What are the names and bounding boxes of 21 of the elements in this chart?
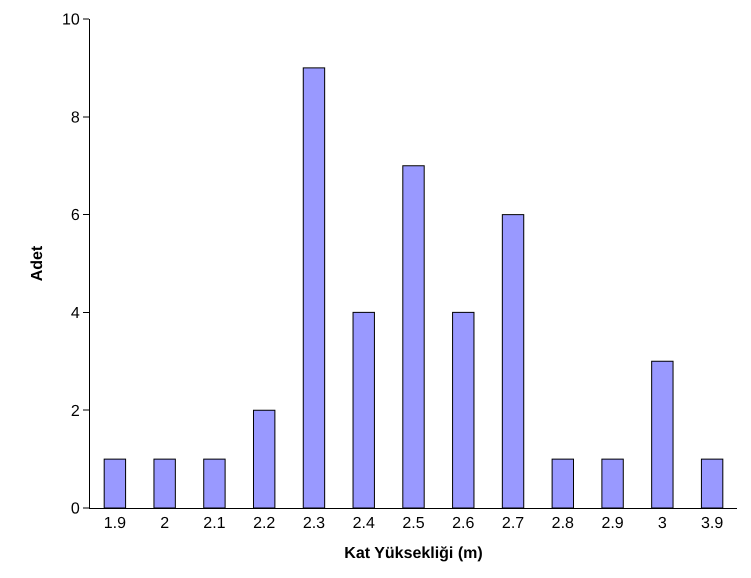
x-tick-label: 1.9	[104, 515, 126, 532]
x-axis-title: Kat Yüksekliği (m)	[344, 544, 483, 562]
y-axis-title: Adet	[28, 245, 46, 282]
x-tick-label: 2.6	[452, 515, 474, 532]
x-tick-label: 2.1	[203, 515, 226, 532]
y-tick-label: 10	[62, 12, 80, 29]
x-tick-label: 2.4	[352, 515, 375, 532]
y-tick-label: 8	[70, 109, 80, 126]
x-tick-label: 2.8	[552, 515, 574, 532]
x-tick-label: 2.2	[253, 515, 276, 532]
x-tick-label: 2.9	[601, 515, 624, 532]
x-tick-label: 2.7	[502, 515, 524, 532]
y-tick-label: 0	[70, 500, 80, 518]
y-tick-label: 6	[70, 207, 80, 224]
y-tick-label: 2	[70, 402, 80, 420]
x-tick-label: 2	[160, 515, 170, 532]
y-tick-label: 4	[70, 305, 80, 322]
x-tick-label: 3	[658, 515, 667, 532]
x-tick-label: 2.3	[302, 515, 326, 532]
x-tick-label: 2.5	[402, 515, 425, 532]
x-tick-label: 3.9	[700, 515, 724, 532]
